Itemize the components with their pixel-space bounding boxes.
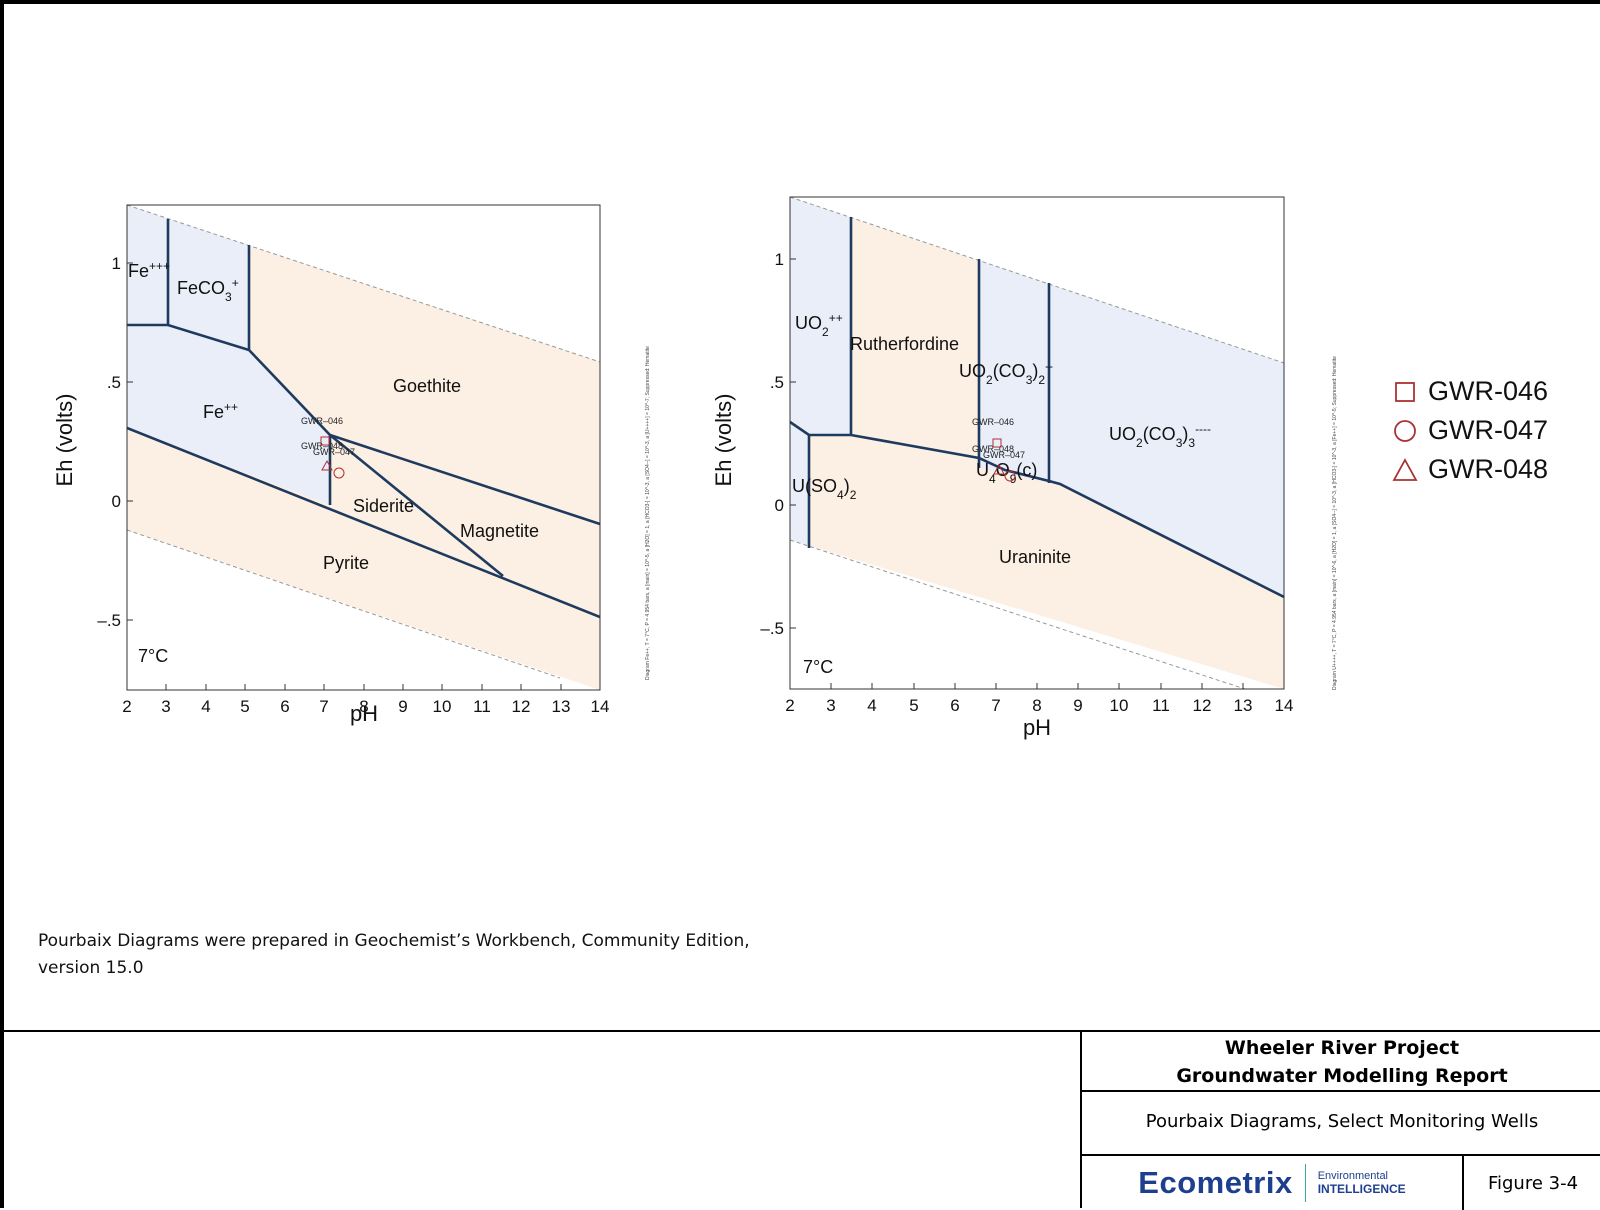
x-tick: 5 [909, 696, 918, 715]
x-tick: 5 [240, 697, 249, 716]
logo-main-text: Ecometrix [1138, 1165, 1293, 1200]
y-tick: –.5 [760, 619, 784, 638]
source-note: Pourbaix Diagrams were prepared in Geoch… [38, 931, 750, 978]
well-marker-048 [321, 459, 333, 471]
region-label: Goethite [393, 376, 461, 396]
x-tick: 13 [1234, 696, 1253, 715]
legend: GWR-046 GWR-047 GWR-048 [1392, 372, 1548, 489]
x-tick: 4 [201, 697, 210, 716]
y-tick: 0 [112, 492, 121, 511]
x-tick: 11 [1152, 696, 1170, 715]
well-label: GWR–047 [313, 447, 355, 457]
project-title: Wheeler River Project Groundwater Modell… [1082, 1030, 1600, 1092]
figure-number: Figure 3-4 [1487, 1172, 1579, 1194]
title-block-footer: Ecometrix Environmental INTELLIGENCE Figu… [1082, 1156, 1600, 1210]
title-block: Wheeler River Project Groundwater Modell… [1080, 1030, 1600, 1210]
y-tick: .5 [107, 373, 121, 392]
well-marker-046 [992, 438, 1002, 448]
temperature-label: 7°C [138, 646, 168, 666]
x-tick: 12 [512, 697, 531, 716]
well-label: GWR–046 [972, 417, 1014, 427]
legend-item: GWR-048 [1392, 450, 1548, 489]
x-tick: 14 [591, 697, 610, 716]
region-label: Uraninite [999, 547, 1071, 567]
x-tick: 8 [1032, 696, 1041, 715]
legend-label: GWR-047 [1428, 415, 1549, 445]
well-label: GWR–048 [301, 441, 343, 451]
region-label: Pyrite [323, 553, 369, 573]
x-tick: 3 [161, 697, 170, 716]
well-label: GWR–046 [301, 416, 343, 426]
x-tick: 7 [991, 696, 1000, 715]
x-tick: 11 [473, 697, 491, 716]
x-tick: 12 [1193, 696, 1212, 715]
x-axis-label: pH [1023, 715, 1051, 740]
logo-divider [1304, 1164, 1306, 1202]
x-tick: 7 [319, 697, 328, 716]
well-marker-048 [993, 463, 1005, 475]
project-title-line2: Groundwater Modelling Report [1176, 1065, 1508, 1087]
x-tick: 9 [398, 697, 407, 716]
well-label: GWR–047 [983, 450, 1025, 460]
y-tick: 1 [775, 250, 784, 269]
square-icon [1392, 379, 1418, 405]
triangle-icon [1392, 457, 1418, 483]
temperature-label: 7°C [803, 657, 833, 677]
pourbaix-diagram-uranium: 2 3 4 5 6 7 8 9 10 11 12 13 14 1 .5 0 –.… [711, 196, 1338, 740]
legend-item: GWR-046 [1392, 372, 1548, 411]
pourbaix-diagram-iron: 2 3 4 5 6 7 8 9 10 11 12 13 14 1 .5 0 –.… [52, 204, 651, 726]
y-axis-label: Eh (volts) [711, 394, 736, 487]
y-tick: –.5 [97, 611, 121, 630]
well-marker-046 [320, 436, 330, 446]
x-tick: 3 [826, 696, 835, 715]
x-tick: 10 [433, 697, 452, 716]
x-tick: 9 [1073, 696, 1082, 715]
x-tick: 13 [552, 697, 571, 716]
figure-description: Pourbaix Diagrams, Select Monitoring Wel… [1082, 1092, 1600, 1156]
x-tick: 6 [950, 696, 959, 715]
x-tick: 2 [122, 697, 131, 716]
x-tick: 10 [1110, 696, 1129, 715]
x-tick: 14 [1275, 696, 1294, 715]
y-axis-label: Eh (volts) [52, 394, 77, 487]
x-tick: 6 [280, 697, 289, 716]
x-tick: 8 [359, 697, 368, 716]
x-axis-label: pH [350, 701, 378, 726]
legend-label: GWR-046 [1428, 376, 1549, 406]
region-label: Siderite [353, 496, 414, 516]
legend-label: GWR-048 [1428, 454, 1549, 484]
divider [0, 1030, 1600, 1032]
diagram-side-note: Diagram Fe++, T = 7°C, P = 4.954 bars, a… [645, 346, 651, 680]
project-title-line1: Wheeler River Project [1224, 1037, 1460, 1059]
x-tick: 2 [785, 696, 794, 715]
region-label: Rutherfordine [850, 334, 959, 354]
diagram-side-note: Diagram U++++, T = 7°C, P = 4.954 bars, … [1332, 356, 1338, 690]
logo-tagline: Environmental INTELLIGENCE [1317, 1169, 1406, 1196]
x-tick: 4 [867, 696, 876, 715]
y-tick: 1 [112, 254, 121, 273]
y-tick: .5 [770, 373, 784, 392]
ecometrix-logo: Ecometrix Environmental INTELLIGENCE [1082, 1156, 1464, 1210]
well-marker-047 [1004, 470, 1016, 482]
legend-item: GWR-047 [1392, 411, 1548, 450]
well-marker-047 [333, 467, 345, 479]
circle-icon [1392, 418, 1418, 444]
y-tick: 0 [775, 496, 784, 515]
region-label: Magnetite [460, 521, 539, 541]
well-label: GWR–048 [972, 444, 1014, 454]
